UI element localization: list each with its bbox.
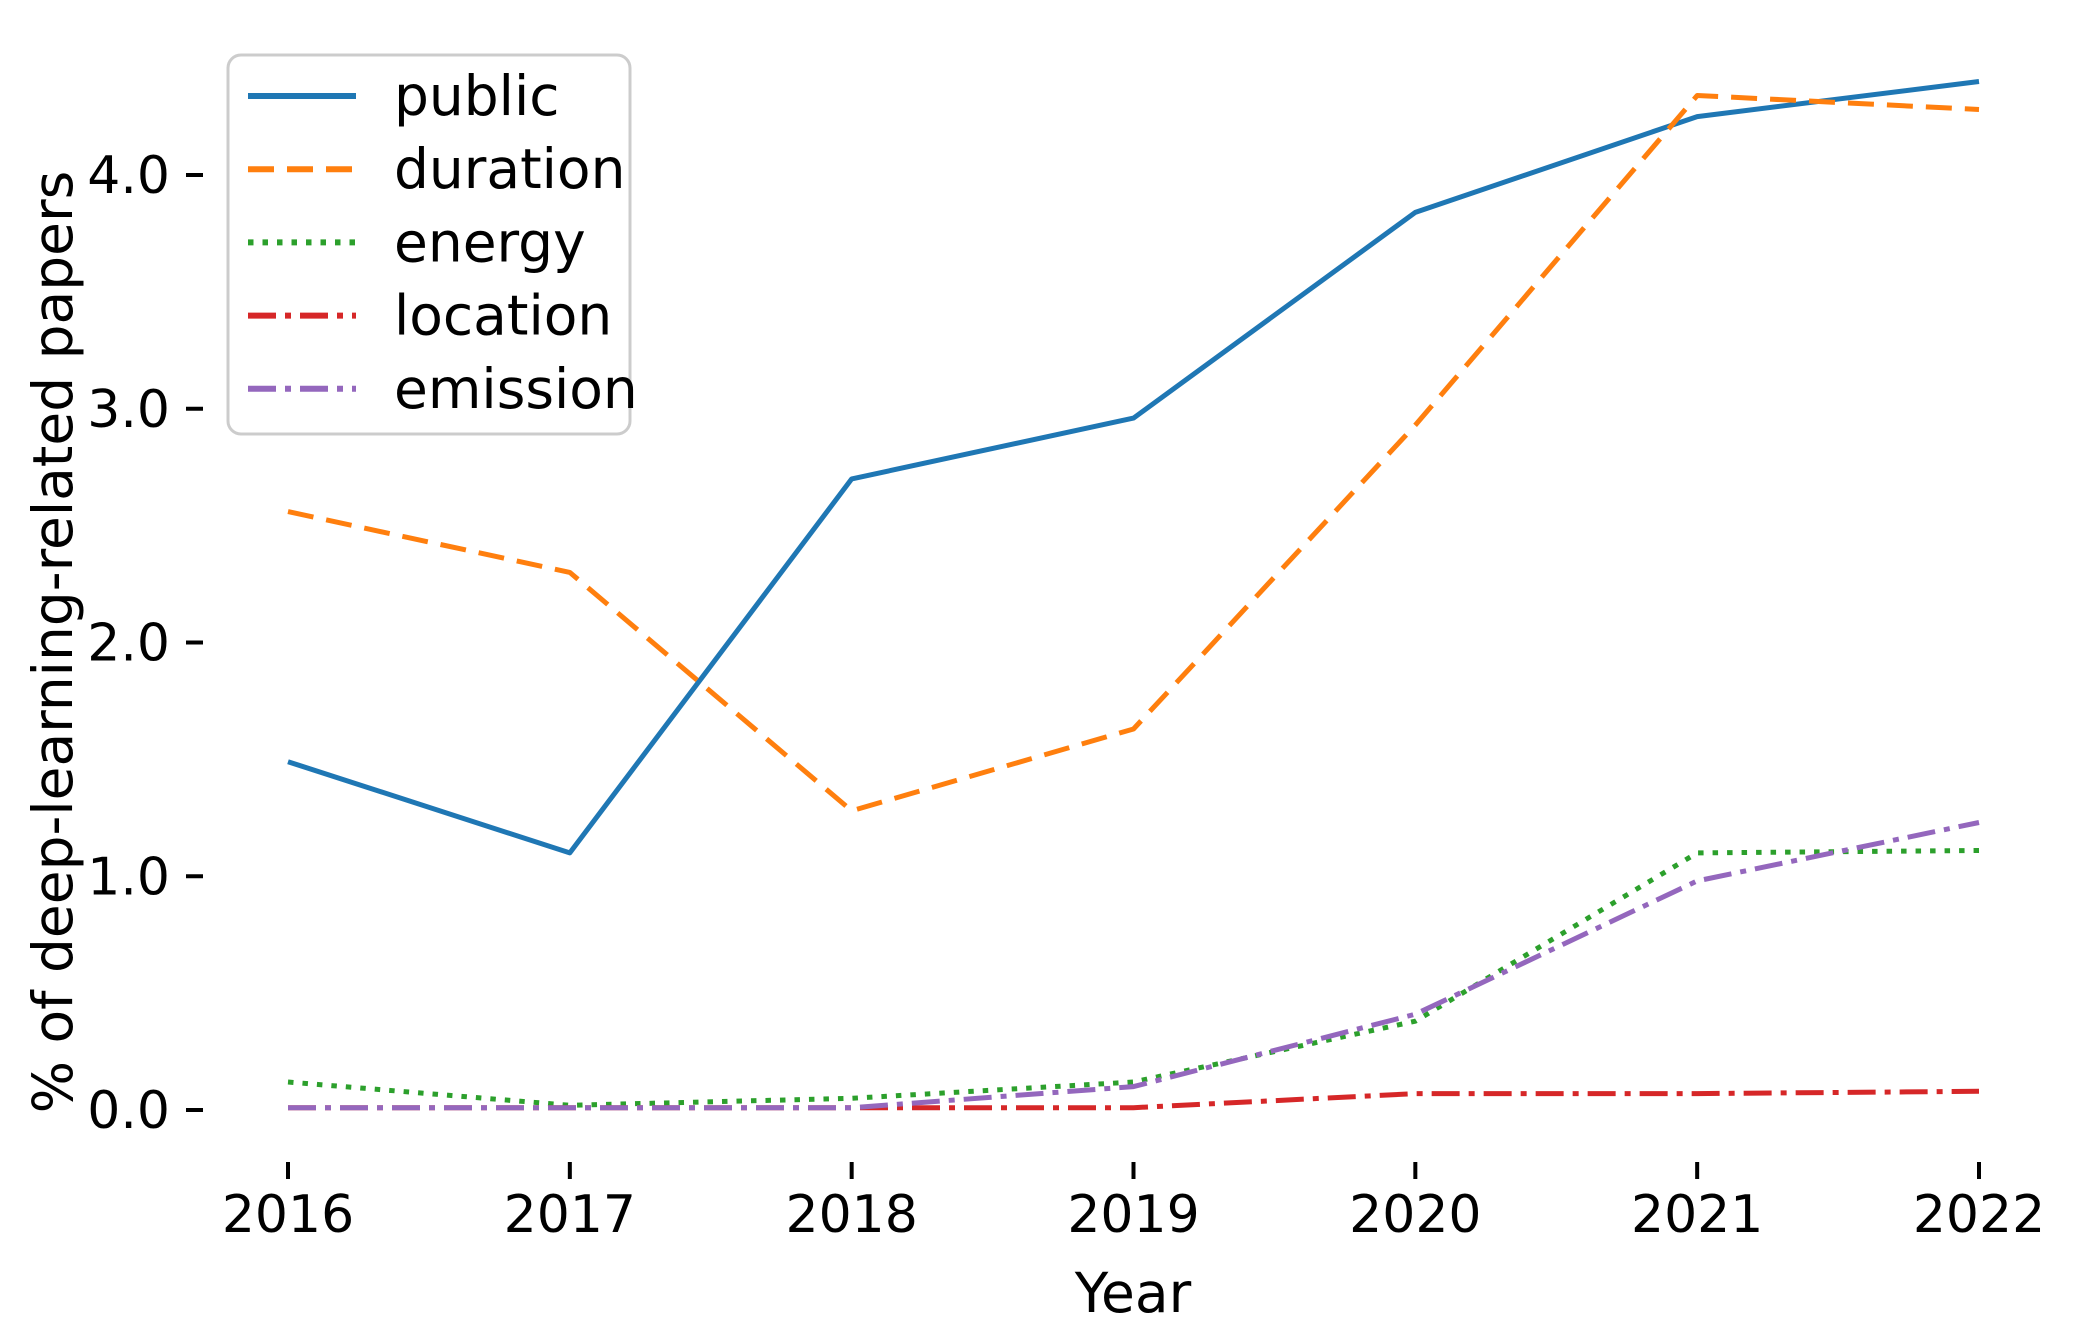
x-tick-label: 2022: [1913, 1185, 2045, 1245]
series-line-location: [288, 1088, 1980, 1111]
x-tick-label: 2018: [785, 1185, 917, 1245]
legend-item-emission: emission: [248, 357, 638, 421]
legend-label-energy: energy: [394, 210, 586, 274]
legend-label-location: location: [394, 284, 612, 348]
legend-item-location: location: [248, 284, 612, 348]
series-line-energy: [287, 848, 1980, 1108]
legend-item-duration: duration: [248, 137, 625, 201]
axis-ticks: 2016 2017 2018 2019 2020 2021 2022 0.0 1.0 2.0 3.0…: [87, 146, 2045, 1245]
legend-box: [226, 53, 632, 436]
y-tick-label: 3.0: [87, 380, 170, 440]
y-tick-label: 4.0: [87, 146, 170, 206]
legend-item-energy: energy: [248, 210, 586, 274]
x-axis-title: Year: [1074, 1261, 1192, 1325]
x-tick-label: 2019: [1067, 1185, 1199, 1245]
legend: public duration energy location emission: [226, 53, 638, 436]
legend-item-public: public: [248, 64, 559, 128]
x-tick-label: 2017: [504, 1185, 636, 1245]
x-tick-label: 2016: [222, 1185, 354, 1245]
series-line-duration: [287, 93, 1980, 814]
series-line-emission: [288, 820, 1980, 1111]
y-tick-label: 1.0: [87, 847, 170, 907]
series-line-public: [287, 79, 1980, 856]
legend-label-emission: emission: [394, 357, 638, 421]
y-tick-label: 2.0: [87, 614, 170, 674]
x-tick-label: 2020: [1349, 1185, 1481, 1245]
plot-lines: [287, 79, 1980, 1111]
x-tick-label: 2021: [1631, 1185, 1763, 1245]
y-tick-label: 0.0: [87, 1081, 170, 1141]
legend-label-public: public: [394, 64, 559, 128]
legend-label-duration: duration: [394, 137, 625, 201]
y-axis-title: % of deep-learning-related papers: [21, 171, 85, 1113]
